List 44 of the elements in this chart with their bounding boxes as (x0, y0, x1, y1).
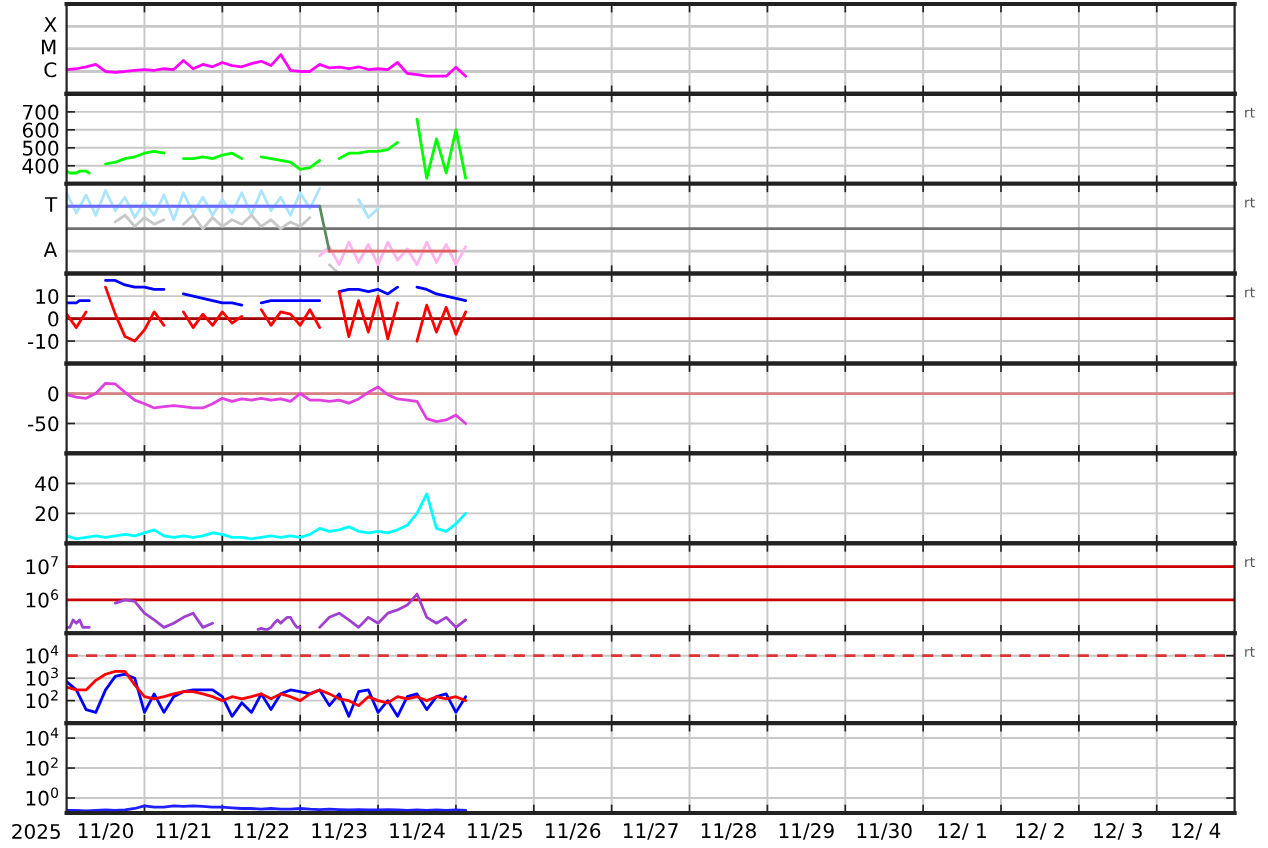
x-tick-label: 11/24 (390, 823, 445, 840)
x-axis-title: 2025 (12, 823, 60, 840)
x-tick-label: 11/28 (701, 823, 756, 840)
ref-line-label: A (43, 242, 58, 257)
y-tick-label: 10$^{6}$ (26, 589, 59, 608)
x-tick-label: 12/ 1 (938, 823, 986, 840)
y-tick-label: 20 (35, 506, 59, 522)
y-tick-label: -10 (27, 333, 59, 349)
x-tick-label: 11/26 (546, 823, 601, 840)
ref-line-label: C (44, 62, 57, 78)
x-tick-label: 11/21 (156, 823, 211, 840)
y-tick-label: 10$^{2}$ (26, 690, 58, 709)
line-series (66, 381, 468, 425)
y-tick-label: 10$^{3}$ (26, 667, 58, 686)
y-tick-label: 0 (48, 311, 59, 327)
x-tick-label: 12/ 4 (1172, 823, 1221, 840)
x-tick-label: 11/23 (312, 823, 367, 840)
ref-line-label: X (44, 17, 57, 32)
x-tick-label: 11/22 (234, 823, 289, 840)
ref-line-label: T (44, 197, 58, 212)
y-tick-label: 10$^{2}$ (26, 757, 58, 776)
y-tick-label: 700 (23, 104, 59, 120)
y-tick-label: 10$^{4}$ (26, 645, 59, 664)
ref-line-label: M (41, 39, 56, 55)
y-tick-label: 600 (22, 122, 59, 138)
y-tick-label: 400 (22, 158, 59, 174)
y-tick-label: 10$^{4}$ (26, 727, 59, 746)
x-tick-label: 11/25 (468, 823, 522, 840)
y-tick-label: -50 (27, 416, 59, 432)
y-tick-label: 0 (48, 386, 59, 402)
y-tick-label: 10 (36, 288, 59, 305)
x-tick-label: 12/ 2 (1016, 823, 1064, 840)
x-tick-label: 11/20 (78, 823, 134, 840)
y-tick-label: 500 (23, 140, 59, 156)
x-tick-label: 12/ 3 (1094, 823, 1142, 840)
x-tick-label: 11/29 (779, 823, 834, 840)
x-tick-label: 11/30 (857, 823, 912, 840)
line-series (66, 672, 468, 718)
y-tick-label: 10$^{7}$ (26, 556, 58, 575)
line-series (66, 670, 468, 708)
line-series (66, 492, 468, 541)
x-tick-label: 11/27 (623, 823, 678, 840)
y-tick-label: 10$^{0}$ (26, 787, 59, 806)
y-tick-label: 40 (35, 476, 59, 492)
